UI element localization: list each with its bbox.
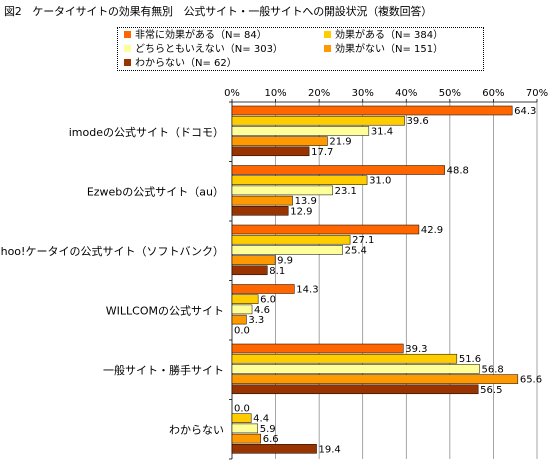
data-label: 42.9 — [421, 225, 443, 236]
bar — [231, 364, 480, 374]
x-tick-label: 20% — [308, 88, 330, 99]
x-tick-label: 50% — [439, 88, 461, 99]
data-label: 39.3 — [405, 344, 427, 355]
x-tick-label: 0% — [224, 88, 240, 99]
data-label: 12.9 — [290, 206, 312, 217]
x-tick-label: 30% — [352, 88, 374, 99]
bar — [231, 175, 368, 185]
bar — [231, 304, 253, 315]
data-label: 6.0 — [260, 295, 276, 306]
bar — [231, 433, 262, 444]
bar — [231, 136, 328, 146]
x-tick-label: 10% — [264, 88, 286, 99]
bar — [231, 265, 268, 276]
legend: 非常に効果がある（N= 84） 効果がある（N= 384） どちらともいえない（… — [117, 27, 484, 71]
category-label: imodeの公式サイト（ドコモ） — [69, 126, 224, 139]
data-label: 0.0 — [234, 404, 250, 415]
legend-item: どちらともいえない（N= 303） — [124, 44, 283, 56]
legend-label: どちらともいえない（N= 303） — [135, 44, 283, 55]
category-label: Ezwebの公式サイト（au） — [87, 185, 224, 198]
bar — [231, 126, 370, 136]
bar — [231, 314, 247, 325]
legend-item: 効果がある（N= 384） — [324, 30, 443, 42]
bar — [231, 115, 405, 126]
legend-item: 効果がない（N= 151） — [324, 44, 443, 56]
category-label: わからない — [169, 423, 224, 436]
legend-swatch — [324, 45, 331, 52]
category-label: 一般サイト・勝手サイト — [103, 363, 224, 377]
legend-swatch — [124, 45, 131, 52]
data-label: 56.5 — [480, 385, 502, 396]
bar — [231, 206, 289, 216]
data-label: 39.6 — [407, 116, 429, 127]
data-label: 48.8 — [447, 166, 469, 177]
data-label: 9.9 — [277, 256, 293, 267]
x-tick-label: 60% — [482, 88, 504, 99]
bar — [231, 384, 479, 395]
data-label: 27.1 — [352, 235, 374, 246]
plot-area — [232, 102, 537, 459]
bar — [231, 185, 333, 196]
bar — [231, 444, 317, 454]
bar — [231, 105, 513, 116]
legend-item: わからない（N= 62） — [124, 58, 237, 70]
legend-swatch — [124, 59, 131, 66]
x-tick-label: 70% — [526, 88, 548, 99]
category-label: WILLCOMの公式サイト — [106, 304, 224, 317]
data-label: 51.6 — [459, 354, 481, 365]
data-label: 21.9 — [329, 137, 351, 148]
bar — [231, 353, 458, 364]
bar — [231, 195, 293, 206]
data-label: 4.4 — [253, 414, 269, 425]
bar — [231, 343, 404, 354]
chart-title: 図2 ケータイサイトの効果有無別 公式サイト・一般サイトへの開設状況（複数回答） — [4, 5, 432, 18]
legend-label: わからない（N= 62） — [135, 58, 237, 69]
bar — [231, 245, 343, 255]
bar — [231, 165, 445, 175]
data-label: 5.9 — [260, 424, 276, 435]
data-label: 19.4 — [319, 444, 341, 455]
data-label: 31.4 — [371, 126, 393, 137]
data-label: 64.3 — [514, 106, 536, 117]
data-label: 8.1 — [269, 266, 285, 277]
data-label: 23.1 — [335, 186, 357, 197]
bar — [231, 413, 252, 423]
data-label: 0.0 — [234, 325, 250, 336]
data-label: 14.3 — [296, 285, 318, 296]
bar — [231, 294, 259, 304]
bar — [231, 284, 295, 294]
bar — [231, 224, 420, 235]
data-label: 31.0 — [369, 176, 391, 187]
legend-swatch — [324, 31, 331, 38]
x-tick-label: 40% — [395, 88, 417, 99]
bar — [231, 234, 351, 245]
legend-label: 効果がない（N= 151） — [335, 44, 444, 55]
data-label: 6.6 — [263, 434, 279, 445]
data-label: 4.6 — [254, 305, 270, 316]
legend-label: 非常に効果がある（N= 84） — [135, 30, 267, 41]
bar — [231, 146, 310, 157]
bar — [231, 423, 258, 434]
legend-item: 非常に効果がある（N= 84） — [124, 30, 267, 42]
data-label: 25.4 — [345, 245, 367, 256]
data-label: 13.9 — [295, 196, 317, 207]
data-label: 3.3 — [248, 315, 264, 326]
legend-swatch — [124, 31, 131, 38]
data-label: 17.7 — [311, 147, 333, 158]
category-label: Yahoo!ケータイの公式サイト（ソフトバンク） — [0, 245, 224, 258]
data-label: 56.8 — [481, 364, 503, 375]
data-label: 65.6 — [520, 375, 542, 386]
bar — [231, 374, 519, 384]
bar — [231, 255, 276, 265]
legend-label: 効果がある（N= 384） — [335, 30, 444, 41]
